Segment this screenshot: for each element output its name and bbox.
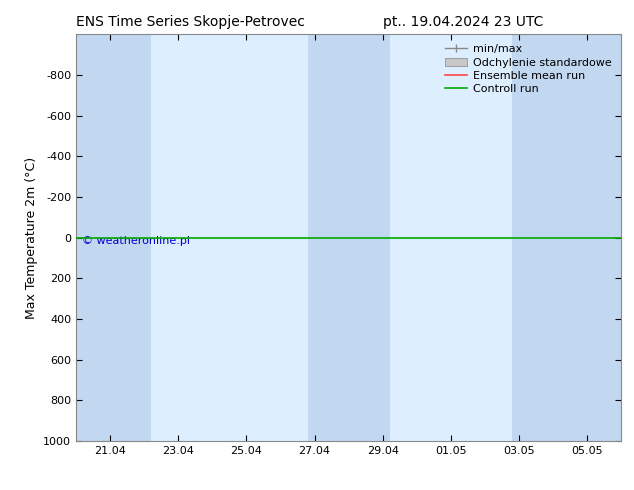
Bar — [307, 34, 389, 441]
Y-axis label: Max Temperature 2m (°C): Max Temperature 2m (°C) — [25, 157, 37, 318]
Text: pt.. 19.04.2024 23 UTC: pt.. 19.04.2024 23 UTC — [383, 15, 543, 29]
Text: © weatheronline.pl: © weatheronline.pl — [82, 236, 190, 246]
Legend: min/max, Odchylenie standardowe, Ensemble mean run, Controll run: min/max, Odchylenie standardowe, Ensembl… — [441, 40, 616, 99]
Text: ENS Time Series Skopje-Petrovec: ENS Time Series Skopje-Petrovec — [75, 15, 305, 29]
Bar — [512, 34, 621, 441]
Bar — [76, 34, 151, 441]
